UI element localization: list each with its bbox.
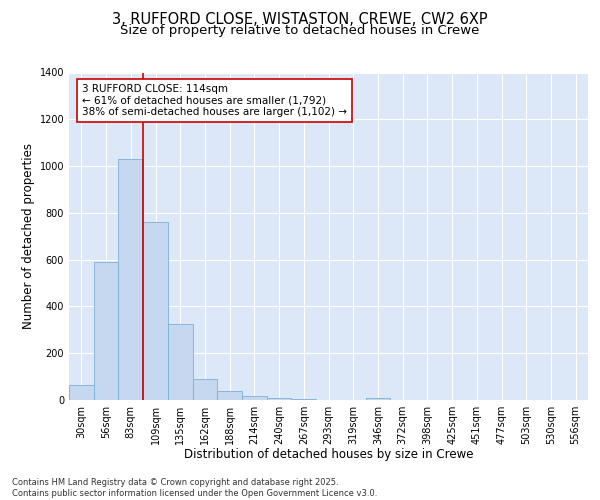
Bar [217, 390, 242, 400]
Bar [365, 398, 390, 400]
X-axis label: Distribution of detached houses by size in Crewe: Distribution of detached houses by size … [184, 448, 473, 462]
Bar [143, 222, 168, 400]
Bar [242, 396, 267, 400]
Text: 3 RUFFORD CLOSE: 114sqm
← 61% of detached houses are smaller (1,792)
38% of semi: 3 RUFFORD CLOSE: 114sqm ← 61% of detache… [82, 84, 347, 117]
Y-axis label: Number of detached properties: Number of detached properties [22, 143, 35, 329]
Bar [69, 385, 94, 400]
Text: 3, RUFFORD CLOSE, WISTASTON, CREWE, CW2 6XP: 3, RUFFORD CLOSE, WISTASTON, CREWE, CW2 … [112, 12, 488, 28]
Bar [267, 398, 292, 400]
Bar [94, 262, 118, 400]
Text: Contains HM Land Registry data © Crown copyright and database right 2025.
Contai: Contains HM Land Registry data © Crown c… [12, 478, 377, 498]
Bar [168, 324, 193, 400]
Bar [118, 159, 143, 400]
Text: Size of property relative to detached houses in Crewe: Size of property relative to detached ho… [121, 24, 479, 37]
Bar [193, 379, 217, 400]
